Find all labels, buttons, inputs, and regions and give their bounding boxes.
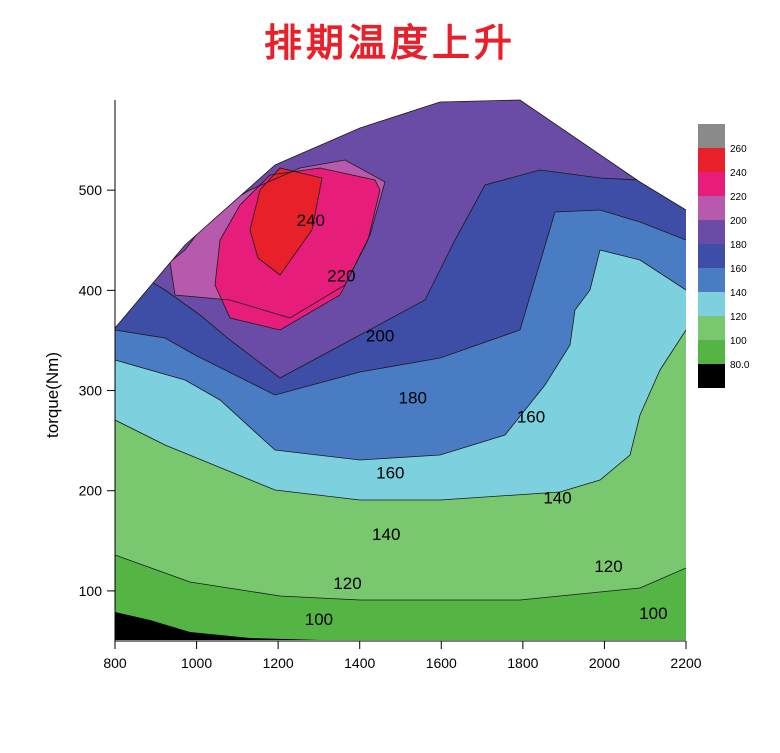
x-tick-label: 1600 xyxy=(426,655,457,671)
legend-level-label: 180 xyxy=(730,240,747,251)
legend-level-label: 200 xyxy=(730,216,747,227)
legend-level-label: 140 xyxy=(730,288,747,299)
x-tick-label: 1200 xyxy=(263,655,294,671)
contour-label: 160 xyxy=(517,408,545,427)
contour-label: 160 xyxy=(376,464,404,483)
legend-level-label: 100 xyxy=(730,336,747,347)
legend-swatch xyxy=(698,340,725,364)
legend-level-label: 160 xyxy=(730,264,747,275)
x-tick-label: 1800 xyxy=(507,655,538,671)
chart-title: 排期温度上升 xyxy=(263,21,516,65)
contour-label: 240 xyxy=(297,211,325,230)
legend-swatch xyxy=(698,316,725,340)
legend-swatch xyxy=(698,124,725,148)
y-tick-label: 100 xyxy=(79,583,103,599)
envelope-outline xyxy=(114,99,687,329)
legend-level-label: 260 xyxy=(730,144,747,155)
legend-level-label: 80.0 xyxy=(730,360,750,371)
contour-label: 120 xyxy=(333,574,361,593)
x-tick-label: 800 xyxy=(103,655,127,671)
contour-label: 100 xyxy=(305,610,333,629)
legend-level-label: 240 xyxy=(730,168,747,179)
legend-swatch xyxy=(698,292,725,316)
legend-swatch xyxy=(698,244,725,268)
legend-swatch xyxy=(698,220,725,244)
x-tick-label: 1400 xyxy=(344,655,375,671)
band-80-100 xyxy=(115,612,320,640)
legend-swatch xyxy=(698,148,725,172)
legend-swatch xyxy=(698,364,725,388)
legend-level-label: 120 xyxy=(730,312,747,323)
contour-label: 200 xyxy=(366,326,394,345)
band-peak xyxy=(250,168,322,275)
contour-labels: 240 220 200 180 160 160 140 140 120 120 … xyxy=(297,211,668,629)
y-tick-label: 300 xyxy=(79,383,103,399)
y-tick-label: 400 xyxy=(79,282,103,298)
contour-lines xyxy=(115,159,686,601)
legend-level-label: 220 xyxy=(730,192,747,203)
contour-label: 220 xyxy=(327,266,355,285)
legend-swatch xyxy=(698,268,725,292)
y-tick-label: 500 xyxy=(79,182,103,198)
x-tick-label: 2200 xyxy=(670,655,701,671)
contour-label: 140 xyxy=(543,489,571,508)
y-tick-label: 200 xyxy=(79,483,103,499)
x-tick-label: 1000 xyxy=(181,655,212,671)
legend-swatch xyxy=(698,172,725,196)
contour-label: 100 xyxy=(639,604,667,623)
y-axis-ticks: 100 200 300 400 500 xyxy=(79,182,115,599)
y-axis-label: torque(Nm) xyxy=(43,352,62,438)
legend-swatch xyxy=(698,196,725,220)
contour-label: 120 xyxy=(594,557,622,576)
x-axis-ticks: 800 1000 1200 1400 1600 1800 2000 2200 xyxy=(103,641,702,671)
contour-label: 140 xyxy=(372,525,400,544)
contour-label: 180 xyxy=(399,389,427,408)
color-scale-legend: 80.0 100 120 140 160 180 200 220 240 260 xyxy=(698,124,750,388)
x-tick-label: 2000 xyxy=(589,655,620,671)
